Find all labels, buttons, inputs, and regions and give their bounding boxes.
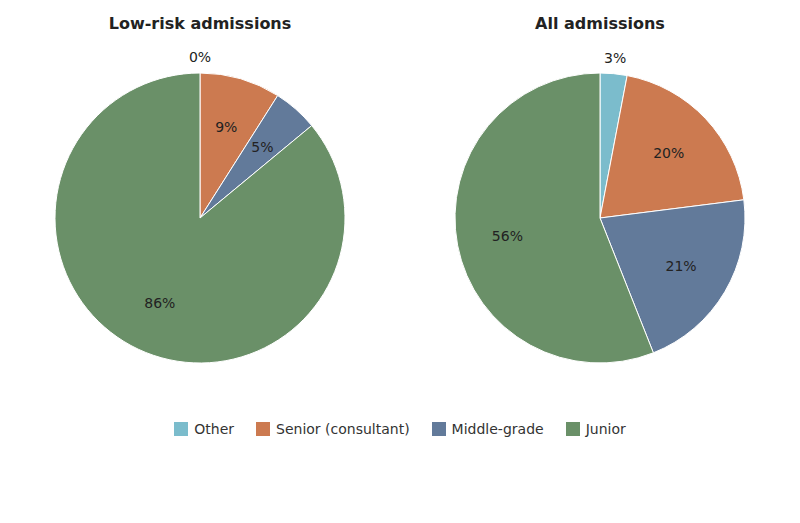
html-text:Other: Other (194, 421, 234, 437)
svg-text:0%: 0% (189, 49, 211, 65)
svg-text:3%: 3% (604, 50, 626, 66)
svg-text:86%: 86% (144, 295, 175, 311)
svg-text:5%: 5% (251, 139, 273, 155)
svg-text:9%: 9% (215, 119, 237, 135)
svg-text:21%: 21% (666, 258, 697, 274)
html-text:All admissions: All admissions (535, 14, 665, 33)
html-text:Senior (consultant): Senior (consultant) (276, 421, 410, 437)
svg-text:20%: 20% (653, 145, 684, 161)
svg-text:56%: 56% (492, 228, 523, 244)
html-text:Middle-grade: Middle-grade (451, 421, 544, 437)
html-text:Junior: Junior (585, 421, 626, 437)
html-text:Low-risk admissions: Low-risk admissions (108, 14, 292, 33)
